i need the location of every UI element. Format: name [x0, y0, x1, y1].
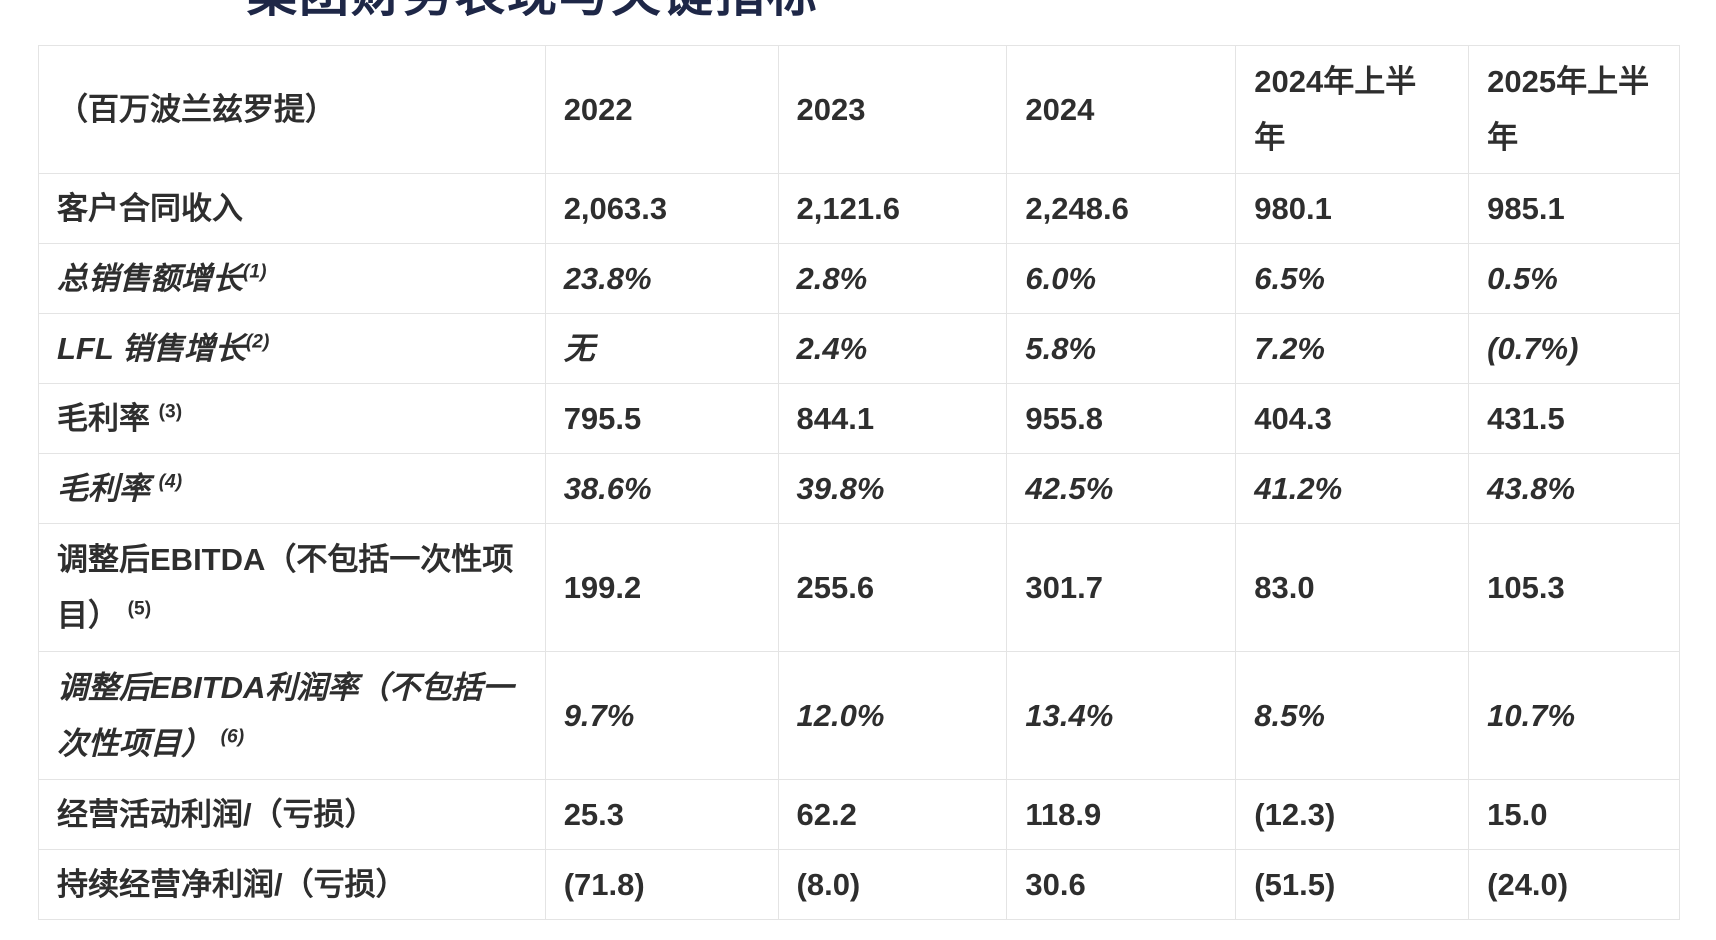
- value-cell: 255.6: [777, 523, 1008, 652]
- value-cell: 13.4%: [1006, 651, 1237, 780]
- financial-table: （百万波兰兹罗提） 2022 2023 2024 2024年上半年 2025年上…: [38, 45, 1680, 920]
- value-cell: 12.0%: [777, 651, 1008, 780]
- value-cell: 39.8%: [777, 453, 1008, 524]
- value-cell: 25.3: [544, 779, 779, 850]
- value-cell: 0.5%: [1468, 243, 1680, 314]
- table-row: 总销售额增长(1) 23.8% 2.8% 6.0% 6.5% 0.5%: [38, 243, 1680, 314]
- value-cell: 404.3: [1235, 383, 1470, 454]
- value-cell: 955.8: [1006, 383, 1237, 454]
- table-row: 客户合同收入 2,063.3 2,121.6 2,248.6 980.1 985.1: [38, 173, 1680, 244]
- value-cell: 43.8%: [1468, 453, 1680, 524]
- col-header-2024: 2024: [1006, 45, 1237, 174]
- footnote-ref: (4): [158, 471, 183, 493]
- col-header-2025-h1: 2025年上半年: [1468, 45, 1680, 174]
- value-cell: 62.2: [777, 779, 1008, 850]
- value-cell: 2.4%: [777, 313, 1008, 384]
- value-cell: (51.5): [1235, 849, 1470, 920]
- value-cell: 199.2: [544, 523, 779, 652]
- value-cell: 2,063.3: [544, 173, 779, 244]
- footnote-ref: (1): [243, 261, 267, 283]
- value-cell: 42.5%: [1006, 453, 1237, 524]
- row-label: LFL 销售增长(2): [38, 313, 546, 384]
- table-row: 毛利率 (3) 795.5 844.1 955.8 404.3 431.5: [38, 383, 1680, 454]
- value-cell: 7.2%: [1235, 313, 1470, 384]
- value-cell: 844.1: [777, 383, 1008, 454]
- col-header-2023: 2023: [777, 45, 1008, 174]
- value-cell: 38.6%: [544, 453, 779, 524]
- footnote-ref: (6): [220, 726, 245, 748]
- row-label: 客户合同收入: [38, 173, 546, 244]
- value-cell: (0.7%): [1468, 313, 1680, 384]
- table-row: 毛利率 (4) 38.6% 39.8% 42.5% 41.2% 43.8%: [38, 453, 1680, 524]
- value-cell: 2,248.6: [1006, 173, 1237, 244]
- value-cell: (71.8): [544, 849, 779, 920]
- table-row: LFL 销售增长(2) 无 2.4% 5.8% 7.2% (0.7%): [38, 313, 1680, 384]
- row-label: 调整后EBITDA（不包括一次性项目） (5): [38, 523, 546, 652]
- footnote-ref: (3): [158, 401, 183, 423]
- col-header-2024-h1: 2024年上半年: [1235, 45, 1470, 174]
- footnote-ref: (5): [127, 598, 152, 620]
- table-header-row: （百万波兰兹罗提） 2022 2023 2024 2024年上半年 2025年上…: [38, 45, 1680, 174]
- value-cell: 8.5%: [1235, 651, 1470, 780]
- table-row: 调整后EBITDA利润率（不包括一次性项目） (6) 9.7% 12.0% 13.4%…: [38, 651, 1680, 780]
- value-cell: 985.1: [1468, 173, 1680, 244]
- value-cell: 30.6: [1006, 849, 1237, 920]
- row-label: 调整后EBITDA利润率（不包括一次性项目） (6): [38, 651, 546, 780]
- footnote-ref: (2): [245, 331, 270, 353]
- unit-label: （百万波兰兹罗提）: [38, 45, 546, 174]
- value-cell: 23.8%: [544, 243, 779, 314]
- table-row: 经营活动利润/（亏损） 25.3 62.2 118.9 (12.3) 15.0: [38, 779, 1680, 850]
- value-cell: (12.3): [1235, 779, 1470, 850]
- row-label: 总销售额增长(1): [38, 243, 546, 314]
- financial-table-body: 客户合同收入 2,063.3 2,121.6 2,248.6 980.1 985.1 总销售…: [38, 173, 1680, 920]
- value-cell: (8.0): [777, 849, 1008, 920]
- value-cell: 431.5: [1468, 383, 1680, 454]
- row-label: 经营活动利润/（亏损）: [38, 779, 546, 850]
- value-cell: 5.8%: [1006, 313, 1237, 384]
- value-cell: 795.5: [544, 383, 779, 454]
- row-label: 毛利率 (3): [38, 383, 546, 454]
- value-cell: 6.0%: [1006, 243, 1237, 314]
- row-label: 毛利率 (4): [38, 453, 546, 524]
- value-cell: 980.1: [1235, 173, 1470, 244]
- value-cell: 105.3: [1468, 523, 1680, 652]
- value-cell: 2,121.6: [777, 173, 1008, 244]
- value-cell: 2.8%: [777, 243, 1008, 314]
- col-header-2022: 2022: [544, 45, 779, 174]
- value-cell: 15.0: [1468, 779, 1680, 850]
- table-row: 持续经营净利润/（亏损） (71.8) (8.0) 30.6 (51.5) (24.0): [38, 849, 1680, 920]
- value-cell: 301.7: [1006, 523, 1237, 652]
- page-title: 集团财务表现与关键指标: [247, 0, 1207, 16]
- value-cell: 无: [544, 313, 779, 384]
- value-cell: 41.2%: [1235, 453, 1470, 524]
- value-cell: 10.7%: [1468, 651, 1680, 780]
- value-cell: 6.5%: [1235, 243, 1470, 314]
- value-cell: (24.0): [1468, 849, 1680, 920]
- value-cell: 118.9: [1006, 779, 1237, 850]
- row-label: 持续经营净利润/（亏损）: [38, 849, 546, 920]
- value-cell: 9.7%: [544, 651, 779, 780]
- table-row: 调整后EBITDA（不包括一次性项目） (5) 199.2 255.6 301.7 83…: [38, 523, 1680, 652]
- page-title-clipped: 集团财务表现与关键指标: [247, 0, 1207, 16]
- value-cell: 83.0: [1235, 523, 1470, 652]
